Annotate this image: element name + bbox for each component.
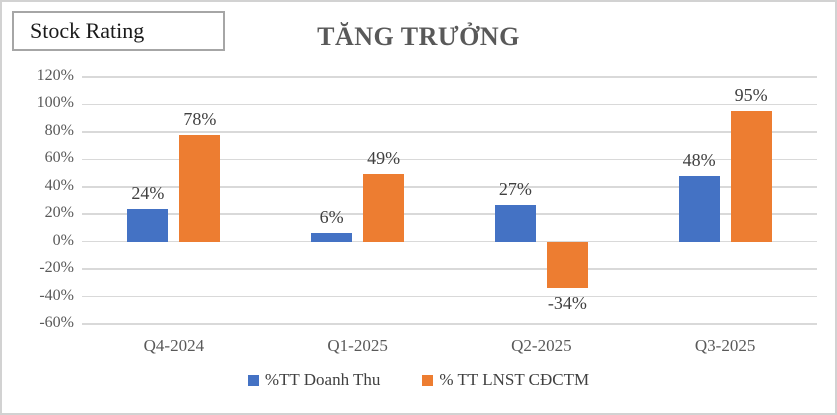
gridline [82, 323, 817, 325]
legend-item: %TT Doanh Thu [247, 370, 381, 390]
bar-series1 [678, 175, 720, 242]
gridline [82, 131, 817, 133]
bar-series2 [546, 241, 588, 289]
y-axis-tick-label: 80% [44, 121, 74, 139]
bar-series2 [363, 174, 405, 242]
bar-series1 [494, 204, 536, 242]
gridline [82, 295, 817, 298]
y-axis-tick-label: 60% [44, 149, 74, 167]
y-axis-tick-label: 20% [44, 204, 74, 222]
y-axis-tick-label: -40% [39, 286, 74, 304]
y-axis-tick-label: -60% [39, 314, 74, 331]
bar-value-label: 24% [131, 182, 165, 203]
plot-area: 24% 78% 6% 49% 27% -34% 48% 95% [82, 76, 817, 325]
legend-swatch-icon [422, 374, 434, 386]
x-axis-tick-label: Q2-2025 [511, 336, 572, 355]
bar-series2 [730, 111, 772, 242]
gridline [82, 213, 817, 215]
bar-value-label: 78% [183, 108, 217, 129]
y-axis-tick-label: 40% [44, 176, 74, 194]
bar-series1 [127, 208, 169, 242]
y-axis-tick-label: 120% [36, 67, 74, 84]
y-axis-tick-label: 100% [36, 94, 74, 112]
bar-value-label: 95% [734, 85, 768, 106]
y-axis-tick-label: -20% [39, 259, 74, 277]
gridline [82, 76, 817, 78]
x-axis-tick-label: Q3-2025 [694, 336, 756, 355]
gridline [82, 268, 817, 270]
legend-label: % TT LNST CĐCTM [439, 370, 590, 389]
bar-value-label: 6% [319, 207, 344, 228]
chart-title: TĂNG TRƯỞNG [317, 22, 520, 51]
stock-rating-label: Stock Rating [30, 18, 145, 43]
bar-series1 [311, 233, 353, 242]
gridline [82, 240, 817, 243]
stock-rating-badge: Stock Rating [12, 11, 225, 51]
legend-swatch-icon [247, 374, 259, 386]
bar-value-label: 48% [682, 149, 716, 170]
x-axis-tick-label: Q4-2024 [143, 336, 205, 355]
bar-series2 [179, 134, 221, 242]
y-axis-tick-label: 0% [52, 231, 74, 249]
x-axis-tick-label: Q1-2025 [327, 336, 388, 355]
legend-item: % TT LNST CĐCTM [422, 370, 589, 390]
bar-value-label: 27% [498, 178, 532, 199]
bar-value-label: -34% [547, 293, 587, 314]
gridline [82, 158, 817, 161]
gridline [82, 103, 817, 106]
legend: %TT Doanh Thu % TT LNST CĐCTM [2, 370, 835, 390]
legend-label: %TT Doanh Thu [264, 370, 381, 389]
gridline [82, 186, 817, 188]
bar-value-label: 49% [367, 148, 401, 169]
